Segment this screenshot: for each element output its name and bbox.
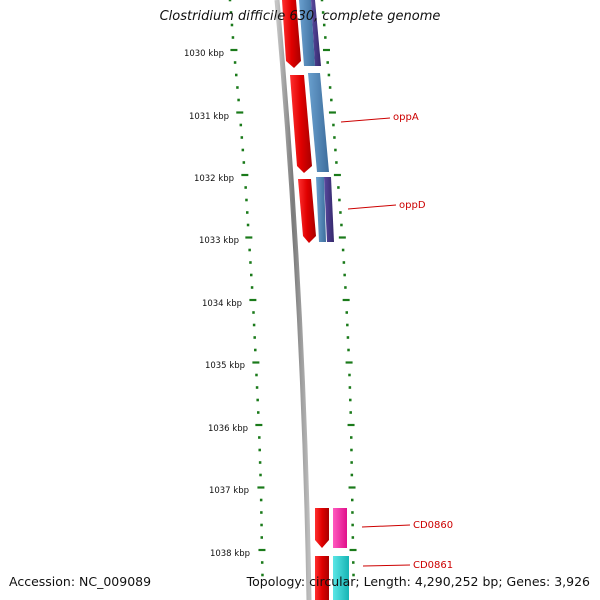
gene-arrow <box>298 179 316 243</box>
topology-text: Topology: circular; Length: 4,290,252 bp… <box>246 574 590 589</box>
accession-text: Accession: NC_009089 <box>9 574 152 589</box>
ruler-tick-label: 1037 kbp <box>209 486 249 496</box>
gene-arrow <box>290 75 312 173</box>
ruler-tick-label: 1034 kbp <box>202 299 242 309</box>
gene-label-leader <box>362 564 411 567</box>
gene-label-cd0860: CD0860 <box>413 520 453 531</box>
gene-block <box>308 73 329 172</box>
gene-label-cd0861: CD0861 <box>413 560 453 571</box>
ruler-tick-label: 1030 kbp <box>184 49 224 59</box>
gene-arrow <box>282 0 301 68</box>
ruler-tick-label: 1033 kbp <box>199 236 239 246</box>
gene-block <box>316 177 326 242</box>
map-title: Clostridium difficile 630, complete geno… <box>159 9 441 24</box>
genome-backbone <box>274 0 312 600</box>
gene-block <box>311 0 321 66</box>
ruler-tick-label: 1032 kbp <box>194 174 234 184</box>
gene-label-oppD: oppD <box>399 200 426 211</box>
gene-block <box>333 508 347 548</box>
ruler-tick-label: 1035 kbp <box>205 361 245 371</box>
ruler-tick-label: 1036 kbp <box>208 424 248 434</box>
ruler-tick-label: 1038 kbp <box>210 549 250 559</box>
gene-label-leader <box>347 204 397 210</box>
gene-label-leader <box>361 524 411 528</box>
gene-label-leader <box>340 117 391 123</box>
ruler-left <box>228 0 266 577</box>
ruler-right <box>320 0 357 577</box>
gene-block <box>333 556 349 600</box>
gene-arrow <box>315 508 329 548</box>
gene-block <box>315 556 329 600</box>
gene-block <box>324 177 334 242</box>
gene-label-oppA: oppA <box>393 112 419 123</box>
ruler-tick-label: 1031 kbp <box>189 112 229 122</box>
gene-block <box>299 0 315 66</box>
